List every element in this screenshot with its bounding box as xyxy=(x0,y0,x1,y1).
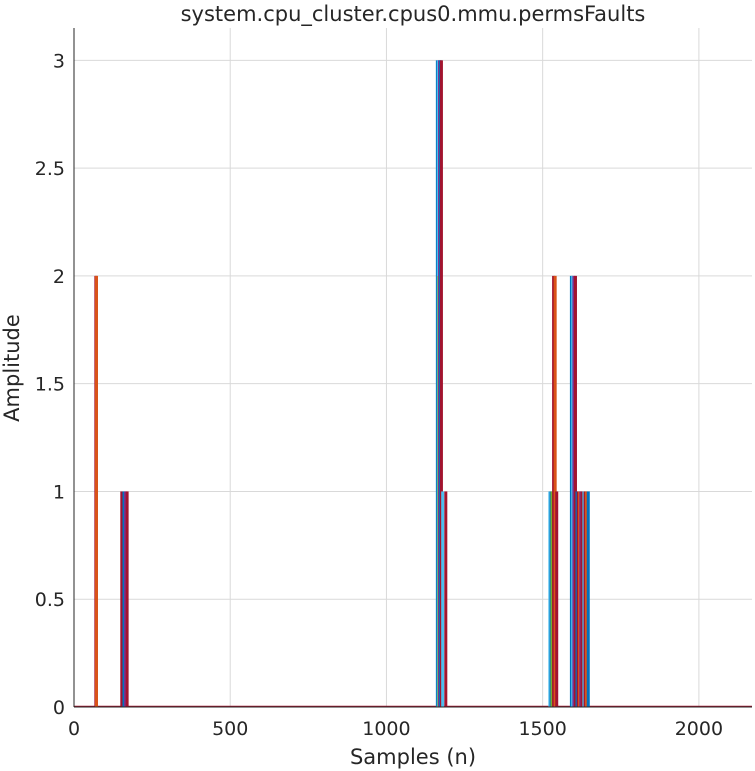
bar xyxy=(584,491,588,707)
x-tick-label: 1000 xyxy=(362,718,410,740)
bar xyxy=(120,491,124,707)
bar xyxy=(586,491,590,707)
bar xyxy=(94,275,98,707)
x-tick-label: 2000 xyxy=(675,718,723,740)
tick-labels: 0 500 1000 1500 2000 0 0.5 1 1.5 2 2.5 3 xyxy=(35,50,723,740)
bar-series xyxy=(74,60,752,708)
chart-title: system.cpu_cluster.cpus0.mmu.permsFaults xyxy=(181,2,646,27)
grid-lines xyxy=(74,28,752,707)
bar xyxy=(580,491,584,707)
bar xyxy=(572,275,576,707)
bar xyxy=(124,491,128,707)
bar xyxy=(444,491,448,707)
axes xyxy=(73,28,752,708)
y-tick-label: 2 xyxy=(53,266,65,288)
x-tick-label: 0 xyxy=(68,718,80,740)
x-tick-label: 500 xyxy=(212,718,248,740)
bar xyxy=(439,60,443,708)
y-tick-label: 1 xyxy=(53,481,65,503)
y-tick-label: 0.5 xyxy=(35,589,65,611)
bar xyxy=(555,491,559,707)
bar xyxy=(573,275,577,707)
bar xyxy=(125,491,129,707)
bar xyxy=(552,275,556,707)
y-tick-label: 2.5 xyxy=(35,158,65,180)
y-tick-label: 1.5 xyxy=(35,374,65,396)
bar xyxy=(441,491,445,707)
x-axis-label: Samples (n) xyxy=(350,745,476,769)
bar xyxy=(122,491,126,707)
y-tick-label: 0 xyxy=(53,697,65,719)
y-tick-label: 3 xyxy=(53,50,65,72)
bar xyxy=(553,275,557,707)
y-axis-label: Amplitude xyxy=(0,314,24,422)
bar xyxy=(550,491,554,707)
x-tick-label: 1500 xyxy=(518,718,566,740)
